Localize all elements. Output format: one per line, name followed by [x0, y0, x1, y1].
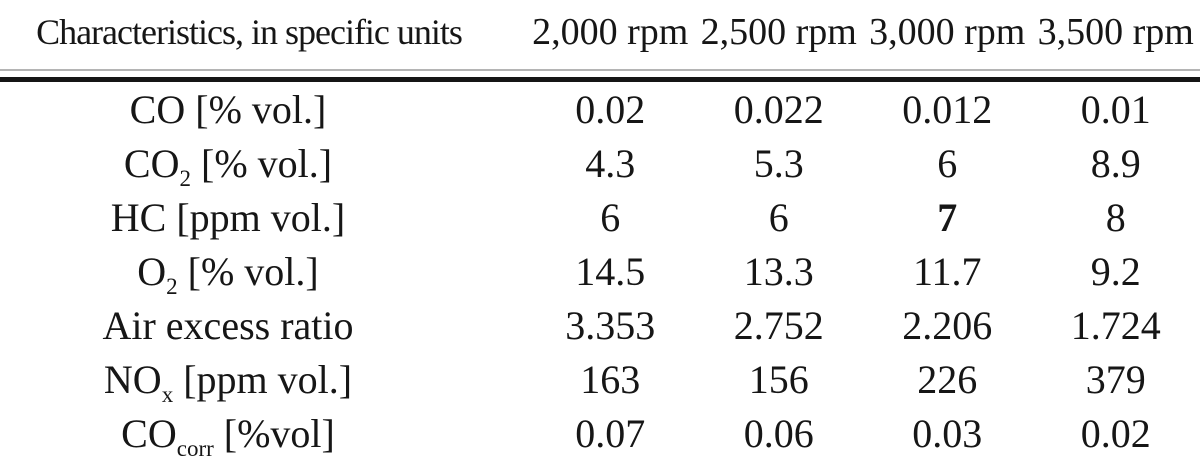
- table-cell: 226: [917, 356, 978, 402]
- row-label: NOx [ppm vol.]: [0, 352, 526, 406]
- table-header-row: Characteristics, in specific units 2,000…: [0, 0, 1200, 64]
- row-label: HC [ppm vol.]: [0, 190, 526, 244]
- row-label: CO [% vol.]: [0, 82, 526, 136]
- table-cell: 379: [1085, 356, 1146, 402]
- header-rpm-col: 3,000 rpm: [869, 11, 1026, 53]
- table-cell: 0.012: [902, 86, 993, 132]
- table-cell: 7: [937, 194, 958, 240]
- header-rpm-col: 2,000 rpm: [532, 11, 689, 53]
- row-label-units: [ppm vol.]: [173, 356, 353, 402]
- table-cell: 5.3: [753, 140, 804, 186]
- table-cell: 6: [768, 194, 789, 240]
- table-cell: 14.5: [575, 248, 646, 294]
- row-label-subscript: x: [161, 381, 174, 407]
- table-cell: 8: [1105, 194, 1126, 240]
- table-cell: 0.02: [1080, 410, 1151, 456]
- row-label-text: HC: [110, 194, 167, 240]
- table-header: Characteristics, in specific units 2,000…: [0, 0, 1200, 82]
- header-rule-thick: [0, 77, 1200, 82]
- row-label-text: CO: [121, 410, 177, 456]
- table-row: NOx [ppm vol.] 163 156 226 379: [0, 352, 1200, 406]
- row-label: COcorr [%vol]: [0, 406, 526, 460]
- table-row: O2 [% vol.] 14.5 13.3 11.7 9.2: [0, 244, 1200, 298]
- header-rule-thin: [0, 69, 1200, 71]
- table-cell: 3.353: [565, 302, 656, 348]
- row-label-text: CO: [123, 140, 180, 186]
- table-cell: 4.3: [585, 140, 636, 186]
- table-row: HC [ppm vol.] 6 6 7 8: [0, 190, 1200, 244]
- header-rpm-col: 3,500 rpm: [1037, 11, 1194, 53]
- row-label: Air excess ratio: [0, 298, 526, 352]
- table-row: Air excess ratio 3.353 2.752 2.206 1.724: [0, 298, 1200, 352]
- row-label-text: NO: [103, 356, 162, 402]
- header-characteristics-label: Characteristics, in specific units: [36, 12, 463, 52]
- table-row: CO [% vol.] 0.02 0.022 0.012 0.01: [0, 82, 1200, 136]
- table-cell: 9.2: [1090, 248, 1141, 294]
- table-cell: 0.022: [733, 86, 824, 132]
- row-label-units: [% vol.]: [177, 248, 319, 294]
- row-label-text: Air excess ratio: [102, 302, 354, 348]
- row-label: O2 [% vol.]: [0, 244, 526, 298]
- table-cell: 0.03: [912, 410, 983, 456]
- table-body: CO [% vol.] 0.02 0.022 0.012 0.01 CO2 [% vol.…: [0, 82, 1200, 460]
- row-label-units: [ppm vol.]: [166, 194, 346, 240]
- row-label-subscript: corr: [176, 435, 214, 461]
- table-cell: 13.3: [743, 248, 814, 294]
- row-label-subscript: 2: [179, 165, 192, 191]
- table-cell: 2.206: [902, 302, 993, 348]
- table-cell: 0.07: [575, 410, 646, 456]
- table-cell: 1.724: [1070, 302, 1161, 348]
- row-label-units: [%vol]: [213, 410, 335, 456]
- table-row: CO2 [% vol.] 4.3 5.3 6 8.9: [0, 136, 1200, 190]
- row-label-text: O: [137, 248, 167, 294]
- row-label-subscript: 2: [166, 273, 178, 299]
- table-cell: 0.01: [1080, 86, 1151, 132]
- table-cell: 163: [580, 356, 641, 402]
- table-cell: 0.06: [743, 410, 814, 456]
- table-row: COcorr [%vol] 0.07 0.06 0.03 0.02: [0, 406, 1200, 460]
- table-cell: 6: [600, 194, 621, 240]
- table-cell: 6: [937, 140, 958, 186]
- header-rule-cell: [0, 64, 1200, 82]
- table-cell: 156: [748, 356, 809, 402]
- table-cell: 11.7: [912, 248, 982, 294]
- row-label-units: [% vol.]: [191, 140, 333, 186]
- table-cell: 0.02: [575, 86, 646, 132]
- header-rpm-col: 2,500 rpm: [700, 11, 857, 53]
- row-label-units: [% vol.]: [185, 86, 327, 132]
- table-cell: 8.9: [1090, 140, 1141, 186]
- header-rule-row: [0, 64, 1200, 82]
- table-cell: 2.752: [733, 302, 824, 348]
- row-label: CO2 [% vol.]: [0, 136, 526, 190]
- row-label-text: CO: [129, 86, 186, 132]
